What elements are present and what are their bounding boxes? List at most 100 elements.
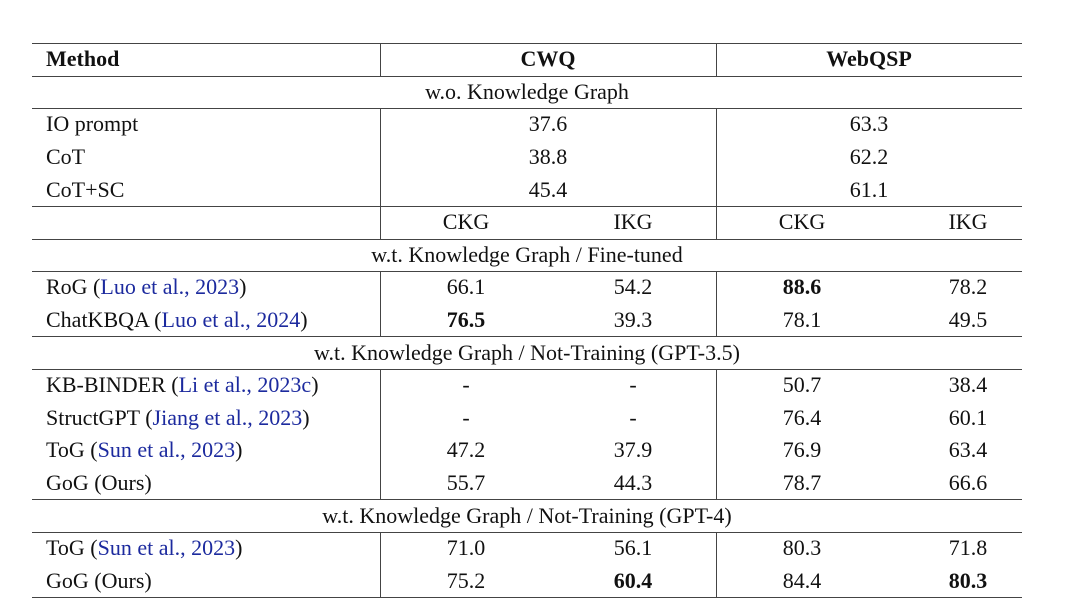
- citation: Sun et al., 2023: [97, 535, 236, 561]
- cell: 75.2: [446, 567, 486, 593]
- cell: 78.2: [948, 274, 988, 300]
- cell: 63.3: [849, 111, 889, 137]
- rule: [32, 336, 1022, 337]
- rule: [32, 76, 1022, 77]
- cell: 60.1: [948, 404, 988, 430]
- method: KB-BINDER (Li et al., 2023c): [46, 374, 319, 396]
- header-cell: WebQSP: [826, 46, 912, 72]
- method-text: GoG (Ours): [46, 469, 152, 495]
- rule: [32, 108, 1022, 109]
- column-rule: [716, 369, 717, 499]
- cell: 71.0: [446, 535, 486, 561]
- method-text: ): [235, 437, 243, 463]
- cell: 47.2: [446, 437, 486, 463]
- citation: Luo et al., 2024: [161, 307, 301, 332]
- method-text: ToG (: [46, 437, 98, 463]
- cell: 71.8: [948, 535, 988, 561]
- cell: 76.4: [782, 404, 822, 430]
- column-rule: [380, 271, 381, 336]
- citation: Jiang et al., 2023: [152, 404, 303, 430]
- subheader-cell: CKG: [778, 209, 826, 235]
- cell: 37.9: [613, 437, 653, 463]
- cell: -: [629, 404, 637, 430]
- cell: 80.3: [782, 535, 822, 561]
- cell: 54.2: [613, 274, 653, 300]
- column-rule: [716, 108, 717, 206]
- cell: 50.7: [782, 372, 822, 398]
- rule: [32, 206, 1022, 207]
- header-cell: CWQ: [520, 46, 576, 72]
- rule: [32, 532, 1022, 533]
- rule: [32, 239, 1022, 240]
- rule: [32, 43, 1022, 44]
- column-rule: [380, 532, 381, 597]
- header-cell: Method: [46, 46, 120, 72]
- section-title: w.t. Knowledge Graph / Not-Training (GPT…: [322, 502, 732, 528]
- subheader-cell: IKG: [613, 209, 653, 235]
- cell: 61.1: [849, 176, 889, 202]
- subheader-cell: IKG: [948, 209, 988, 235]
- cell: -: [462, 404, 470, 430]
- cell: -: [629, 372, 637, 398]
- method-text: ): [302, 404, 310, 430]
- rule: [32, 369, 1022, 370]
- column-rule: [716, 43, 717, 76]
- method-text: ): [239, 274, 247, 300]
- subheader-cell: CKG: [442, 209, 490, 235]
- method: StructGPT (Jiang et al., 2023): [46, 404, 310, 430]
- method: ChatKBQA (Luo et al., 2024): [46, 309, 308, 331]
- cell: 80.3: [948, 567, 988, 593]
- column-rule: [716, 206, 717, 239]
- column-rule: [716, 271, 717, 336]
- method: CoT: [46, 146, 85, 168]
- cell: 76.9: [782, 437, 822, 463]
- cell: 38.8: [528, 144, 568, 170]
- method-text: ): [300, 307, 308, 332]
- cell: 49.5: [948, 307, 988, 332]
- rule: [32, 597, 1022, 598]
- method: GoG (Ours): [46, 469, 152, 495]
- cell: 78.1: [782, 307, 822, 332]
- cell: 78.7: [782, 469, 822, 495]
- cell: 38.4: [948, 372, 988, 398]
- cell: 84.4: [782, 567, 822, 593]
- cell: 76.5: [446, 307, 486, 332]
- method: ToG (Sun et al., 2023): [46, 537, 242, 559]
- method-text: StructGPT (: [46, 404, 153, 430]
- method: CoT+SC: [46, 176, 125, 202]
- rule: [32, 271, 1022, 272]
- section-title: w.t. Knowledge Graph / Not-Training (GPT…: [314, 339, 740, 365]
- method-text: RoG (: [46, 274, 101, 300]
- cell: 45.4: [528, 176, 568, 202]
- cell: 55.7: [446, 469, 486, 495]
- cell: 60.4: [613, 567, 653, 593]
- section-title: w.o. Knowledge Graph: [425, 78, 629, 104]
- method-text: KB-BINDER (: [46, 372, 179, 398]
- cell: 39.3: [613, 307, 653, 332]
- method-text: ): [311, 372, 319, 398]
- method-text: ): [235, 535, 243, 561]
- section-title: w.t. Knowledge Graph / Fine-tuned: [371, 241, 683, 267]
- citation: Li et al., 2023c: [178, 372, 312, 398]
- cell: 62.2: [849, 144, 889, 170]
- column-rule: [380, 108, 381, 206]
- cell: 66.1: [446, 274, 486, 300]
- column-rule: [380, 206, 381, 239]
- method-text: CoT+SC: [46, 176, 125, 202]
- method-text: GoG (Ours): [46, 567, 152, 593]
- method-text: ToG (: [46, 535, 98, 561]
- column-rule: [380, 369, 381, 499]
- cell: 37.6: [528, 111, 568, 137]
- method: RoG (Luo et al., 2023): [46, 276, 246, 298]
- citation: Sun et al., 2023: [97, 437, 236, 463]
- rule: [32, 499, 1022, 500]
- method-text: IO prompt: [46, 111, 139, 137]
- citation: Luo et al., 2023: [100, 274, 240, 300]
- cell: 44.3: [613, 469, 653, 495]
- cell: 66.6: [948, 469, 988, 495]
- cell: 63.4: [948, 437, 988, 463]
- method: GoG (Ours): [46, 567, 152, 593]
- cell: -: [462, 372, 470, 398]
- method-text: ChatKBQA (: [46, 307, 162, 332]
